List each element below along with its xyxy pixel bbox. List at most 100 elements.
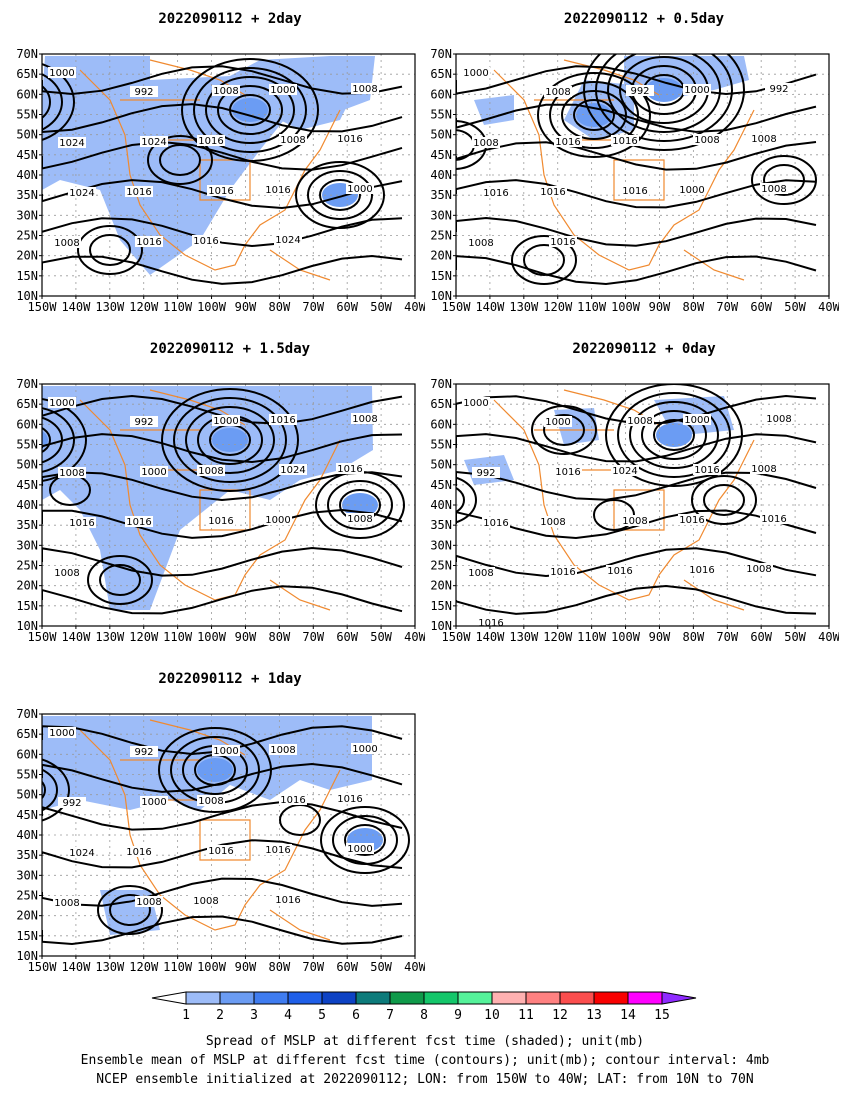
lat-tick-label: 15N [16, 269, 38, 283]
lon-tick-label: 80W [269, 630, 291, 644]
spread-shading-2 [474, 95, 514, 125]
lon-tick-label: 90W [235, 300, 257, 314]
contour-label-bg [467, 237, 495, 248]
contour-label-bg [462, 67, 490, 78]
lon-tick-label: 80W [269, 960, 291, 974]
contour-label-bg [130, 416, 158, 427]
isobar-contour [42, 725, 403, 756]
contour-label-bg [351, 413, 379, 424]
contour-label: 1008 [627, 416, 652, 427]
contour-label: 1008 [54, 238, 79, 249]
contour-label-bg [760, 183, 788, 194]
isobar-contour [456, 433, 817, 463]
lon-tick-label: 50W [370, 960, 392, 974]
isobar-contour [89, 234, 131, 266]
lon-tick-label: 110W [577, 630, 607, 644]
lon-tick-label: 60W [750, 630, 772, 644]
contour-label-bg [765, 83, 793, 94]
lat-tick-label: 45N [16, 808, 38, 822]
contour-label-bg [678, 184, 706, 195]
contour-label: 1008 [193, 896, 218, 907]
contour-label-bg [207, 845, 235, 856]
isobar-contour [97, 885, 163, 935]
isobar-contour [561, 90, 627, 140]
lat-tick-label: 40N [430, 168, 452, 182]
lon-tick-label: 120W [129, 630, 159, 644]
contour-label-bg [760, 513, 788, 524]
lon-tick-label: 90W [235, 630, 257, 644]
map-panel-0day: 1000 1000 1008 1000 1008 992 1016 1024 1016 1008 1… [430, 377, 839, 644]
contour-label: 1000 [684, 85, 709, 96]
contour-label: 1016 [126, 517, 151, 528]
spread-core-2 [656, 423, 692, 447]
isobar-contour [344, 824, 386, 856]
contour-label: 992 [134, 417, 153, 428]
contour-label-bg [472, 137, 500, 148]
isobar-contour [42, 140, 403, 171]
contour-label-bg [626, 415, 654, 426]
contour-label-bg [58, 137, 86, 148]
lon-tick-label: 50W [370, 630, 392, 644]
isobar-contour [456, 141, 817, 171]
contour-label-bg [53, 567, 81, 578]
lat-tick-label: 40N [16, 828, 38, 842]
map-panel-0.5day: 1000 1008 992 1000 992 1008 1016 1016 1008 1008 10… [430, 47, 839, 314]
isobar-contour [42, 65, 403, 96]
contour-label: 1000 [270, 85, 295, 96]
colorbar-label: 1 [182, 1008, 190, 1023]
contour-label-bg [750, 463, 778, 474]
contour-label-bg [212, 85, 240, 96]
contour-label-bg [683, 84, 711, 95]
contour-label: 1000 [463, 398, 488, 409]
lat-tick-label: 20N [16, 909, 38, 923]
contour-label-bg [549, 236, 577, 247]
isobar-contour [583, 54, 745, 151]
contour-label: 1016 [483, 518, 508, 529]
contour-label-bg [688, 564, 716, 575]
lon-tick-label: 140W [61, 300, 91, 314]
colorbar-swatch [491, 991, 527, 1005]
lon-tick-label: 100W [611, 300, 641, 314]
contour-label-bg [336, 793, 364, 804]
contour-label-bg [462, 397, 490, 408]
lat-tick-label: 25N [16, 229, 38, 243]
contour-label: 1008 [761, 184, 786, 195]
isobar-contour [217, 85, 283, 135]
lon-tick-label: 120W [543, 630, 573, 644]
contour-label-bg [606, 565, 634, 576]
contour-label-bg [140, 796, 168, 807]
isobar-contour [549, 81, 639, 149]
colorbar-swatch [457, 991, 493, 1005]
lat-tick-label: 10N [16, 619, 38, 633]
lon-tick-label: 50W [784, 300, 806, 314]
colorbar-label: 12 [552, 1008, 568, 1023]
lat-tick-label: 65N [16, 397, 38, 411]
lat-tick-label: 60N [430, 417, 452, 431]
isobar-contour [42, 84, 51, 120]
lat-tick-label: 60N [16, 747, 38, 761]
contour-label-bg [544, 86, 572, 97]
isobar-contour [42, 585, 403, 615]
contour-label: 1008 [751, 134, 776, 145]
contour-label: 1000 [213, 416, 238, 427]
contour-label: 1008 [54, 898, 79, 909]
isobar-contour [42, 762, 403, 793]
lat-tick-label: 50N [430, 458, 452, 472]
contour-label-bg [48, 67, 76, 78]
panel-title-1day: 2022090112 + 1day [158, 671, 302, 687]
lat-tick-label: 25N [16, 559, 38, 573]
contour-label: 1016 [612, 136, 637, 147]
colorbar-swatch [593, 991, 629, 1005]
lon-tick-label: 120W [129, 960, 159, 974]
panel-title-0day: 2022090112 + 0day [572, 341, 716, 357]
contour-label-bg [621, 515, 649, 526]
contour-label-bg [279, 794, 307, 805]
colorbar: 1 2 3 4 5 6 7 8 9 10 11 12 13 14 15 [151, 991, 697, 1023]
lon-tick-label: 50W [784, 630, 806, 644]
contour-label: 1008 [352, 84, 377, 95]
contour-label-bg [135, 236, 163, 247]
contour-label-bg [544, 416, 572, 427]
isobar-contour [456, 547, 817, 578]
contour-label: 1000 [347, 844, 372, 855]
colorbar-swatch [525, 991, 561, 1005]
